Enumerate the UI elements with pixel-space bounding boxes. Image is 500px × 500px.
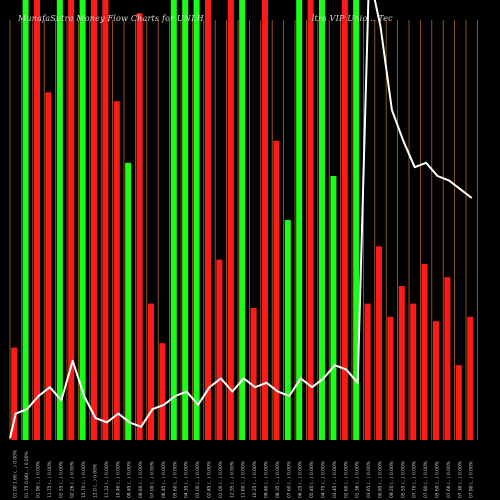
x-tick-label-6: 02.26 (...) 0.00% <box>70 461 76 498</box>
bar-12 <box>136 13 143 440</box>
x-tick-label-11: 09.45 (...) 0.00% <box>127 461 133 498</box>
x-tick-label-15: 05.60 (...) 0.00% <box>172 461 178 498</box>
x-tick-label-29: 03.45 (...) 0.00% <box>332 461 338 498</box>
bar-3 <box>34 0 40 440</box>
bar-37 <box>421 264 428 440</box>
x-tick-label-31: 01.36 (...) 0.00% <box>355 461 361 498</box>
x-tick-label-13: 07.00 (...) 0.00% <box>150 461 156 498</box>
x-tick-label-8: 12.0 (...) 0.00% <box>93 464 99 498</box>
x-tick-label-10: 10.40 (...) 0.00% <box>115 461 121 498</box>
x-tick-label-25: 07.60 (...) 0.00% <box>286 461 292 498</box>
bar-8 <box>91 0 97 440</box>
title-right: ltra VIP Unio... Tec <box>311 14 393 23</box>
bar-4 <box>45 92 52 441</box>
bar-41 <box>467 316 474 440</box>
vertical-grid <box>9 20 478 440</box>
bar-16 <box>182 0 189 440</box>
bar-15 <box>170 0 177 440</box>
x-tick-label-9: 11.22 (...) 0.00% <box>104 461 110 498</box>
x-tick-label-41: 07.90 (...) 0.00% <box>469 461 475 498</box>
flow-line-path <box>9 0 473 439</box>
bar-30 <box>341 0 348 440</box>
x-tick-label-36: 07.70 (...) 0.00% <box>412 461 418 498</box>
x-tick-label-14: 06.45 (...) 0.00% <box>161 461 167 498</box>
x-tick-labels: 01.00 1.60 (...) 0.00% 01.75 0.86(...) 0.… <box>13 450 475 498</box>
x-tick-label-33: 00.85 (...) 0.00% <box>378 461 384 498</box>
x-tick-label-23: 09.40 (...) 0.00% <box>264 461 270 498</box>
x-tick-label-2: 01.75 0.86(...) 0.00% <box>24 451 30 498</box>
bar-13 <box>148 303 154 440</box>
x-tick-label-27: 05.40 (...) 0.00% <box>309 461 315 498</box>
bar-24 <box>273 140 280 441</box>
x-tick-label-21: 11.60 (...) 0.00% <box>241 461 247 498</box>
x-tick-label-7: 15.70 (...) 0.00% <box>81 461 87 498</box>
bar-26 <box>296 0 303 440</box>
x-tick-label-26: 06.25 (...) 0.00% <box>298 461 304 498</box>
x-tick-label-39: 07.66 (...) 0.00% <box>446 461 452 498</box>
x-tick-label-12: 08.60 (...) 0.00% <box>138 461 144 498</box>
x-tick-label-20: 12.35 (...) 0.00% <box>229 461 235 498</box>
bar-36 <box>410 303 417 440</box>
x-tick-label-16: 04.35 (...) 0.00% <box>184 461 190 498</box>
x-tick-label-22: 10.25 (...) 0.00% <box>252 461 258 498</box>
x-tick-label-37: 07.80 (...) 0.00% <box>423 461 429 498</box>
bar-23 <box>262 0 268 440</box>
x-tick-label-5: 02.55 (...) 0.00% <box>58 461 64 498</box>
bar-6 <box>68 0 75 440</box>
bar-39 <box>444 277 451 440</box>
bar-31 <box>353 0 360 440</box>
bar-32 <box>364 303 371 440</box>
bar-1 <box>11 347 18 440</box>
x-tick-label-30: 02.60 (...) 0.00% <box>343 461 349 498</box>
bar-5 <box>56 0 63 440</box>
x-tick-label-18: 02.45 (...) 0.00% <box>207 461 213 498</box>
bar-series <box>11 0 474 441</box>
x-tick-label-40: 07.30 (...) 0.00% <box>457 461 463 498</box>
bar-7 <box>79 0 86 440</box>
x-tick-label-19: 01.00 (...) 0.00% <box>218 461 224 498</box>
x-tick-label-24: 08.35 (...) 0.00% <box>275 461 281 498</box>
bar-9 <box>102 0 109 440</box>
x-tick-label-17: 03.00 (...) 0.00% <box>195 461 201 498</box>
bar-38 <box>433 321 439 440</box>
bar-27 <box>307 0 314 440</box>
bar-33 <box>376 246 382 440</box>
bar-17 <box>193 0 200 440</box>
bar-19 <box>216 259 223 440</box>
bar-40 <box>455 365 462 440</box>
x-tick-label-32: 03.65 (...) 0.00% <box>366 461 372 498</box>
money-flow-line <box>9 0 473 439</box>
bar-29 <box>330 176 337 440</box>
x-tick-label-3: 01.90 (...) 0.00% <box>36 461 42 498</box>
bar-10 <box>113 101 120 440</box>
bar-25 <box>284 220 291 440</box>
bar-2 <box>22 0 29 440</box>
bar-21 <box>239 0 246 440</box>
x-tick-label-28: 04.75 (...) 0.00% <box>321 461 327 498</box>
x-tick-label-35: 05.55 (...) 0.00% <box>400 461 406 498</box>
bar-11 <box>125 162 132 441</box>
x-tick-label-1: 01.00 1.60 (...) 0.00% <box>13 450 19 498</box>
bar-20 <box>227 0 234 440</box>
x-tick-label-38: 05.60 (...) 0.00% <box>435 461 441 498</box>
bar-18 <box>205 0 211 440</box>
bar-35 <box>398 286 405 440</box>
x-tick-label-4: 11.75 (...) 0.00% <box>47 461 53 498</box>
chart-title: MunafaSutra Money Flow Charts for UNLH lt… <box>18 14 393 23</box>
bar-34 <box>387 316 394 440</box>
bar-22 <box>250 308 257 440</box>
x-tick-label-34: 09.20 (...) 0.00% <box>389 461 395 498</box>
title-left: MunafaSutra Money Flow Charts for UNLH <box>18 14 204 23</box>
bar-14 <box>159 343 166 440</box>
bar-28 <box>319 0 325 440</box>
